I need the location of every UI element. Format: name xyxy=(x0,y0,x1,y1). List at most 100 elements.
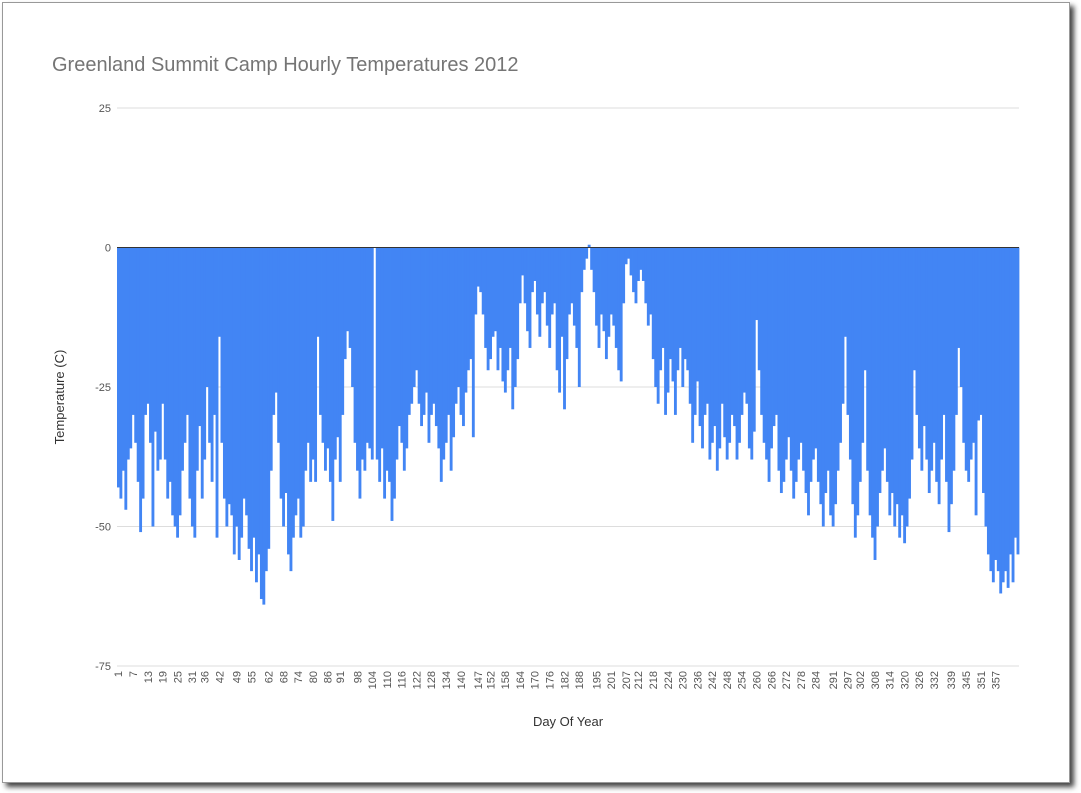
bar xyxy=(412,247,416,387)
x-tick-label: 68 xyxy=(278,671,290,683)
bar xyxy=(240,247,244,538)
y-tick-label: -75 xyxy=(95,661,111,673)
bar xyxy=(508,247,512,348)
bar xyxy=(518,247,522,304)
bar xyxy=(218,247,221,337)
bar xyxy=(287,247,290,555)
bar xyxy=(358,247,362,499)
bar xyxy=(203,247,207,460)
bar xyxy=(491,247,495,337)
x-tick-label: 80 xyxy=(308,671,320,683)
bar xyxy=(762,247,766,443)
bar xyxy=(979,247,983,415)
bar xyxy=(752,247,756,432)
bar xyxy=(686,247,690,371)
bar xyxy=(481,247,485,315)
bar xyxy=(232,247,236,555)
bar xyxy=(257,247,261,555)
bar xyxy=(905,247,909,527)
x-tick-label: 351 xyxy=(976,671,988,689)
bar xyxy=(863,247,867,371)
bar xyxy=(526,247,529,332)
bar xyxy=(725,247,729,460)
bar xyxy=(967,247,971,482)
bar xyxy=(678,247,682,348)
bar xyxy=(649,247,653,315)
x-tick-label: 332 xyxy=(929,671,941,689)
bar xyxy=(1016,247,1020,555)
bar xyxy=(252,247,256,538)
bar xyxy=(474,247,478,315)
bar xyxy=(523,247,527,304)
bar xyxy=(235,247,239,527)
bar xyxy=(671,247,675,382)
bar xyxy=(351,247,354,387)
bar xyxy=(945,247,948,482)
bar xyxy=(991,247,995,583)
bar xyxy=(267,247,271,549)
x-tick-label: 284 xyxy=(811,671,823,689)
bar xyxy=(984,247,988,527)
bar xyxy=(262,247,266,605)
bar xyxy=(757,247,761,371)
bar xyxy=(496,247,500,371)
bar xyxy=(439,247,443,482)
bar xyxy=(462,247,465,427)
x-axis-label: Day Of Year xyxy=(533,714,604,729)
bar xyxy=(932,247,936,443)
bar xyxy=(466,247,470,371)
bar xyxy=(333,247,337,460)
x-tick-label: 1 xyxy=(113,671,125,677)
bar xyxy=(117,247,120,488)
bar xyxy=(989,247,993,572)
bar xyxy=(1009,247,1013,555)
bar xyxy=(572,247,576,326)
x-tick-label: 25 xyxy=(172,671,184,683)
bar xyxy=(858,247,862,482)
bar xyxy=(765,247,769,460)
bar xyxy=(738,247,741,443)
bar xyxy=(427,247,431,443)
bar xyxy=(910,247,914,460)
bar xyxy=(390,247,394,521)
bar xyxy=(612,247,616,326)
x-tick-label: 122 xyxy=(411,671,423,689)
bar xyxy=(885,247,889,482)
bar xyxy=(866,247,870,471)
bar xyxy=(787,247,791,438)
bar xyxy=(802,247,805,471)
bar xyxy=(291,247,295,538)
bar xyxy=(153,247,157,432)
bar xyxy=(824,247,828,494)
x-tick-label: 272 xyxy=(781,671,793,689)
bar xyxy=(151,247,155,527)
bar xyxy=(338,247,342,482)
bar xyxy=(230,247,234,516)
bar xyxy=(181,247,184,471)
bar xyxy=(341,247,345,415)
bar xyxy=(587,244,591,248)
bar xyxy=(176,247,180,538)
x-tick-label: 42 xyxy=(214,671,226,683)
bar xyxy=(996,247,1000,572)
bar xyxy=(661,247,665,348)
bar xyxy=(299,247,303,538)
bar xyxy=(585,247,589,259)
bar xyxy=(848,247,852,460)
bar xyxy=(166,247,170,499)
bar xyxy=(188,247,192,499)
bar xyxy=(831,247,835,527)
bar xyxy=(730,247,734,415)
bar xyxy=(158,247,162,460)
bar xyxy=(296,247,300,499)
bar xyxy=(861,247,865,443)
bar xyxy=(779,247,783,494)
bar xyxy=(878,247,882,494)
bar xyxy=(666,247,670,393)
bar xyxy=(614,247,618,348)
bar xyxy=(915,247,919,415)
bar xyxy=(348,247,352,348)
bar xyxy=(718,247,722,449)
bar xyxy=(821,247,825,527)
